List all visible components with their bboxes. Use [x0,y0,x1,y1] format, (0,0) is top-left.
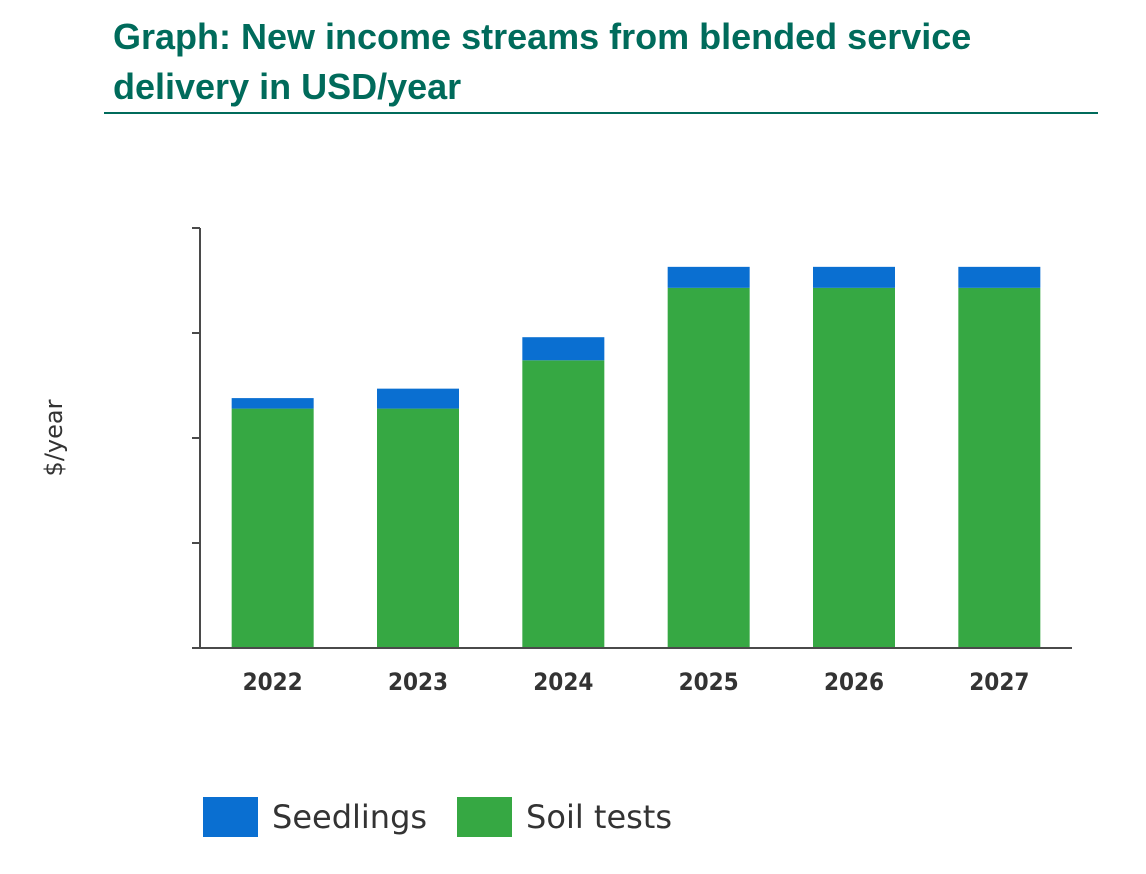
legend-swatch-seedlings [203,797,258,837]
x-tick-label-2023: 2023 [388,668,448,696]
x-axis: 2022 2023 2024 2025 2026 2027 [192,647,1072,696]
x-tick-label-2026: 2026 [824,668,884,696]
legend-item-soil-tests: Soil tests [457,797,672,837]
legend-swatch-soil-tests [457,797,513,837]
bar-seedlings-2027 [958,266,1041,288]
bar-seedlings-2026 [813,266,895,288]
bar-soil-tests-2027 [958,287,1041,648]
y-axis [192,227,201,649]
bar-seedlings-2022 [231,398,314,409]
bar-seedlings-2024 [522,337,605,361]
x-tick-label-2025: 2025 [679,668,739,696]
bar-soil-tests-2025 [667,287,750,648]
x-tick-label-2027: 2027 [969,668,1029,696]
title-underline [104,112,1098,114]
y-axis-label: $/year [40,399,68,476]
x-tick-label-2022: 2022 [243,668,303,696]
bar-soil-tests-2022 [231,408,314,648]
bar-soil-tests-2023 [377,408,459,648]
legend-label-seedlings: Seedlings [272,798,428,836]
bar-soil-tests-2026 [813,287,895,648]
legend: Seedlings Soil tests [203,797,702,837]
bar-seedlings-2023 [377,388,459,409]
legend-item-seedlings: Seedlings [203,797,427,837]
chart-title: Graph: New income streams from blended s… [113,16,972,107]
legend-label-soil-tests: Soil tests [526,798,673,836]
x-tick-label-2024: 2024 [533,668,593,696]
bar-seedlings-2025 [667,266,750,288]
bar-soil-tests-2024 [522,360,605,648]
bars [231,266,1041,648]
